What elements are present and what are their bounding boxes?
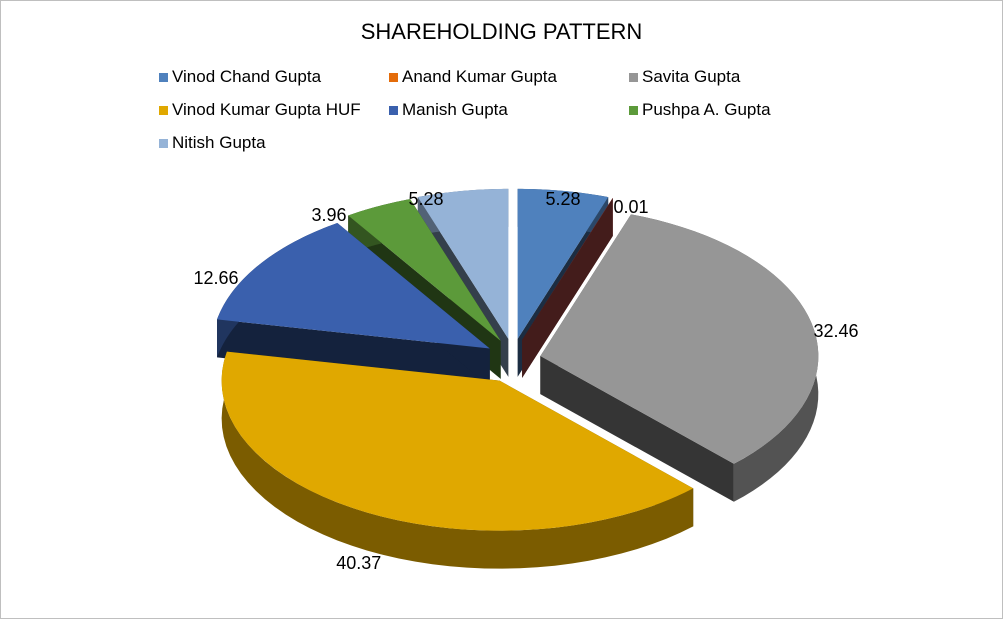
legend-swatch — [629, 72, 638, 82]
legend-item: Pushpa A. Gupta — [629, 100, 771, 120]
legend-label: Manish Gupta — [402, 100, 508, 119]
legend-item: Nitish Gupta — [159, 133, 266, 153]
legend-item: Anand Kumar Gupta — [389, 67, 557, 87]
slice-outer-wall — [221, 351, 694, 569]
data-label: 32.46 — [813, 321, 858, 341]
pie-slice-3 — [221, 351, 694, 569]
slice-top — [348, 199, 501, 341]
pie-slice-1 — [522, 197, 613, 378]
slice-top — [517, 188, 609, 339]
legend-label: Savita Gupta — [642, 67, 741, 86]
data-label: 5.28 — [545, 189, 580, 209]
data-label: 3.96 — [311, 205, 346, 225]
legend-label: Nitish Gupta — [172, 133, 266, 152]
data-label: 5.28 — [408, 189, 443, 209]
legend-swatch — [159, 105, 168, 115]
legend-swatch — [389, 105, 398, 115]
legend-label: Pushpa A. Gupta — [642, 100, 771, 119]
legend-swatch — [389, 72, 398, 82]
legend-swatch — [629, 105, 638, 115]
pie-slice-2 — [540, 214, 819, 502]
slice-top — [417, 188, 509, 339]
legend-label: Vinod Chand Gupta — [172, 67, 322, 86]
slice-radial-wall — [217, 319, 490, 387]
slice-top — [217, 223, 490, 349]
chart-title: SHAREHOLDING PATTERN — [360, 19, 643, 44]
legend-item: Vinod Kumar Gupta HUF — [159, 100, 361, 120]
pie-slice-4 — [217, 223, 490, 387]
data-label: 40.37 — [336, 553, 381, 573]
slice-radial-wall — [522, 198, 613, 378]
legend-item: Manish Gupta — [389, 100, 508, 120]
slice-top — [221, 351, 694, 531]
slice-top — [522, 197, 613, 340]
data-label: 12.66 — [193, 268, 238, 288]
slice-radial-wall — [540, 356, 734, 502]
legend-label: Vinod Kumar Gupta HUF — [172, 100, 361, 119]
legend-item: Vinod Chand Gupta — [159, 67, 321, 87]
legend-item: Savita Gupta — [629, 67, 740, 87]
slice-top — [540, 214, 819, 464]
data-label: 0.01 — [613, 197, 648, 217]
legend-swatch — [159, 72, 168, 82]
legend-swatch — [159, 138, 168, 148]
legend-label: Anand Kumar Gupta — [402, 67, 557, 86]
